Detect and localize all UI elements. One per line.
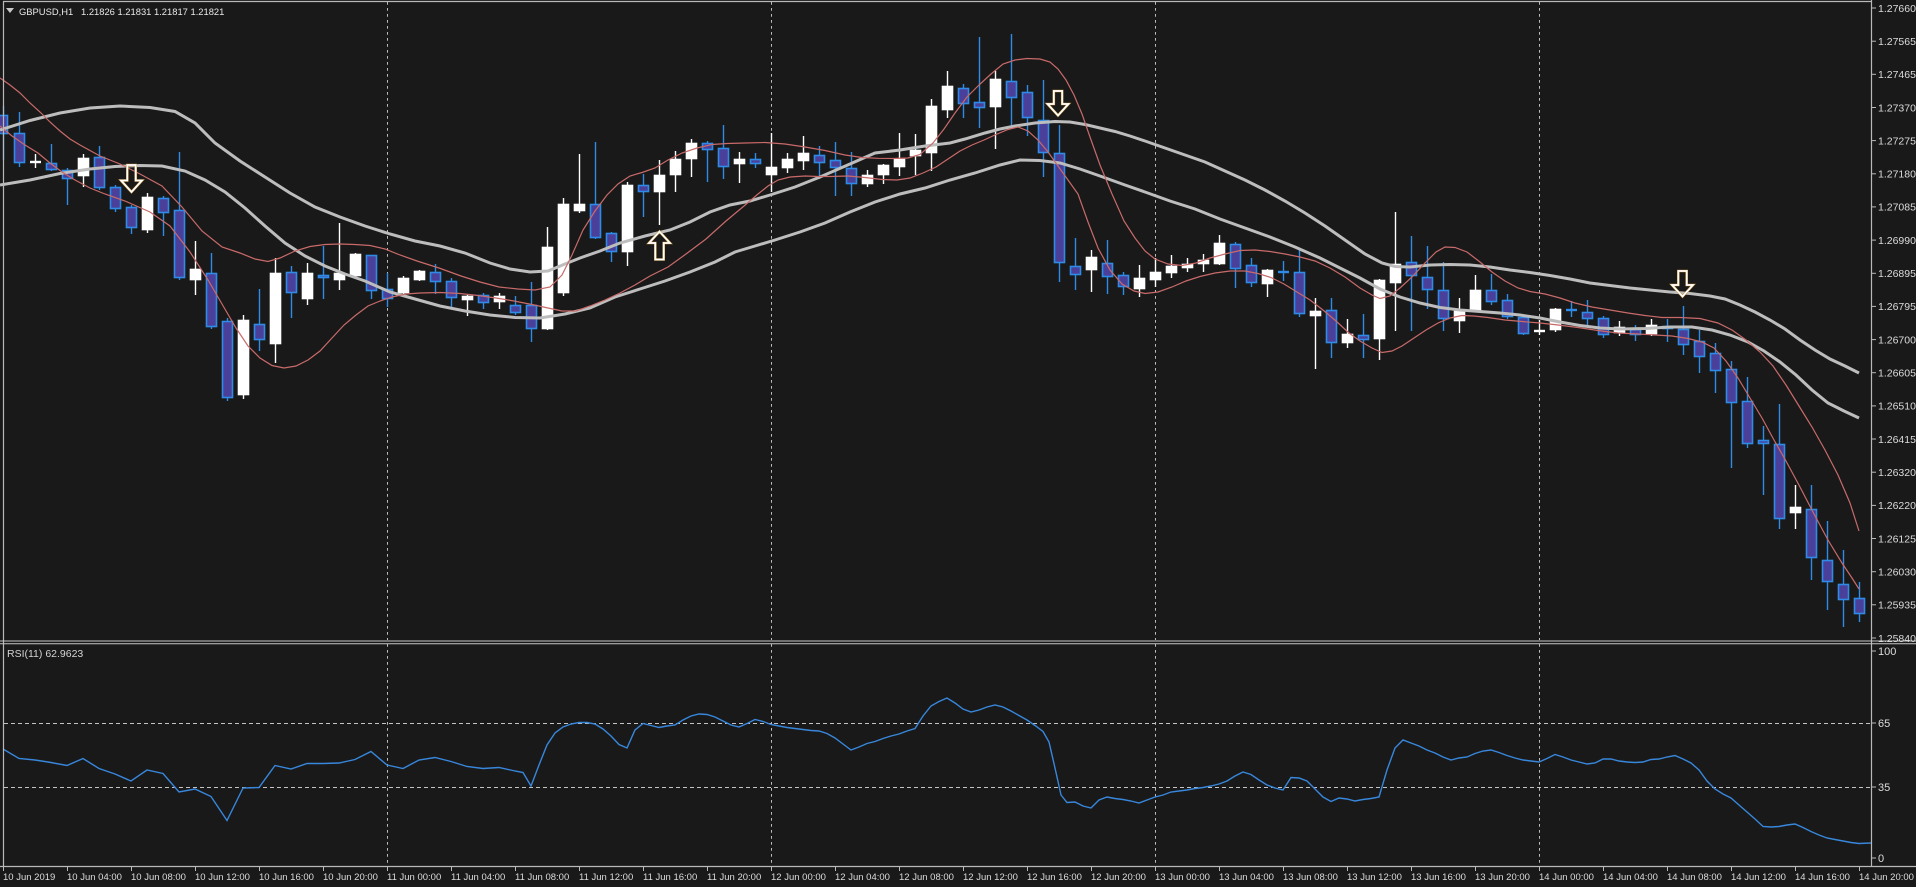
svg-text:0: 0 <box>1878 853 1884 865</box>
svg-text:14 Jun 20:00: 14 Jun 20:00 <box>1859 872 1914 883</box>
svg-text:10 Jun 12:00: 10 Jun 12:00 <box>195 872 250 883</box>
svg-text:1.27275: 1.27275 <box>1878 135 1916 147</box>
svg-text:11 Jun 08:00: 11 Jun 08:00 <box>515 872 569 883</box>
svg-text:1.26030: 1.26030 <box>1878 567 1916 579</box>
svg-text:1.26220: 1.26220 <box>1878 500 1916 512</box>
svg-text:12 Jun 12:00: 12 Jun 12:00 <box>963 872 1018 883</box>
svg-text:1.27660: 1.27660 <box>1878 3 1916 15</box>
svg-text:10 Jun 08:00: 10 Jun 08:00 <box>131 872 186 883</box>
svg-text:1.26895: 1.26895 <box>1878 268 1916 280</box>
svg-text:1.26320: 1.26320 <box>1878 467 1916 479</box>
svg-text:100: 100 <box>1878 646 1896 658</box>
svg-text:13 Jun 16:00: 13 Jun 16:00 <box>1411 872 1466 883</box>
svg-text:11 Jun 20:00: 11 Jun 20:00 <box>707 872 761 883</box>
svg-text:12 Jun 20:00: 12 Jun 20:00 <box>1091 872 1146 883</box>
svg-text:1.27180: 1.27180 <box>1878 169 1916 181</box>
svg-text:14 Jun 16:00: 14 Jun 16:00 <box>1795 872 1850 883</box>
svg-text:1.27370: 1.27370 <box>1878 102 1916 114</box>
svg-text:13 Jun 12:00: 13 Jun 12:00 <box>1347 872 1402 883</box>
svg-text:13 Jun 20:00: 13 Jun 20:00 <box>1475 872 1530 883</box>
svg-text:10 Jun 04:00: 10 Jun 04:00 <box>67 872 122 883</box>
svg-text:13 Jun 08:00: 13 Jun 08:00 <box>1283 872 1338 883</box>
svg-text:1.27565: 1.27565 <box>1878 36 1916 48</box>
svg-text:14 Jun 12:00: 14 Jun 12:00 <box>1731 872 1786 883</box>
svg-text:11 Jun 12:00: 11 Jun 12:00 <box>579 872 633 883</box>
svg-text:12 Jun 04:00: 12 Jun 04:00 <box>835 872 890 883</box>
svg-text:12 Jun 08:00: 12 Jun 08:00 <box>899 872 954 883</box>
svg-text:1.27085: 1.27085 <box>1878 202 1916 214</box>
svg-text:1.26510: 1.26510 <box>1878 401 1916 413</box>
svg-text:1.26415: 1.26415 <box>1878 434 1916 446</box>
svg-text:1.26605: 1.26605 <box>1878 368 1916 380</box>
svg-text:14 Jun 04:00: 14 Jun 04:00 <box>1603 872 1658 883</box>
svg-text:1.26700: 1.26700 <box>1878 334 1916 346</box>
svg-text:11 Jun 16:00: 11 Jun 16:00 <box>643 872 697 883</box>
svg-text:13 Jun 00:00: 13 Jun 00:00 <box>1155 872 1210 883</box>
svg-text:1.27465: 1.27465 <box>1878 69 1916 81</box>
svg-text:11 Jun 00:00: 11 Jun 00:00 <box>387 872 441 883</box>
svg-text:10 Jun 16:00: 10 Jun 16:00 <box>259 872 314 883</box>
svg-text:65: 65 <box>1878 718 1890 730</box>
svg-text:1.26125: 1.26125 <box>1878 533 1916 545</box>
svg-text:1.26990: 1.26990 <box>1878 235 1916 247</box>
svg-text:12 Jun 00:00: 12 Jun 00:00 <box>771 872 826 883</box>
svg-text:35: 35 <box>1878 782 1890 794</box>
svg-text:13 Jun 04:00: 13 Jun 04:00 <box>1219 872 1274 883</box>
svg-text:1.25935: 1.25935 <box>1878 600 1916 612</box>
svg-text:14 Jun 00:00: 14 Jun 00:00 <box>1539 872 1594 883</box>
svg-text:RSI(11) 62.9623: RSI(11) 62.9623 <box>7 648 83 660</box>
svg-text:GBPUSD,H1 1.21826 1.21831 1.: GBPUSD,H1 1.21826 1.21831 1.21817 1.2182… <box>19 6 224 17</box>
svg-text:1.26795: 1.26795 <box>1878 301 1916 313</box>
svg-text:10 Jun 2019: 10 Jun 2019 <box>3 872 55 883</box>
svg-text:14 Jun 08:00: 14 Jun 08:00 <box>1667 872 1722 883</box>
svg-text:11 Jun 04:00: 11 Jun 04:00 <box>451 872 505 883</box>
svg-text:1.25840: 1.25840 <box>1878 633 1916 645</box>
svg-text:10 Jun 20:00: 10 Jun 20:00 <box>323 872 378 883</box>
svg-text:12 Jun 16:00: 12 Jun 16:00 <box>1027 872 1082 883</box>
